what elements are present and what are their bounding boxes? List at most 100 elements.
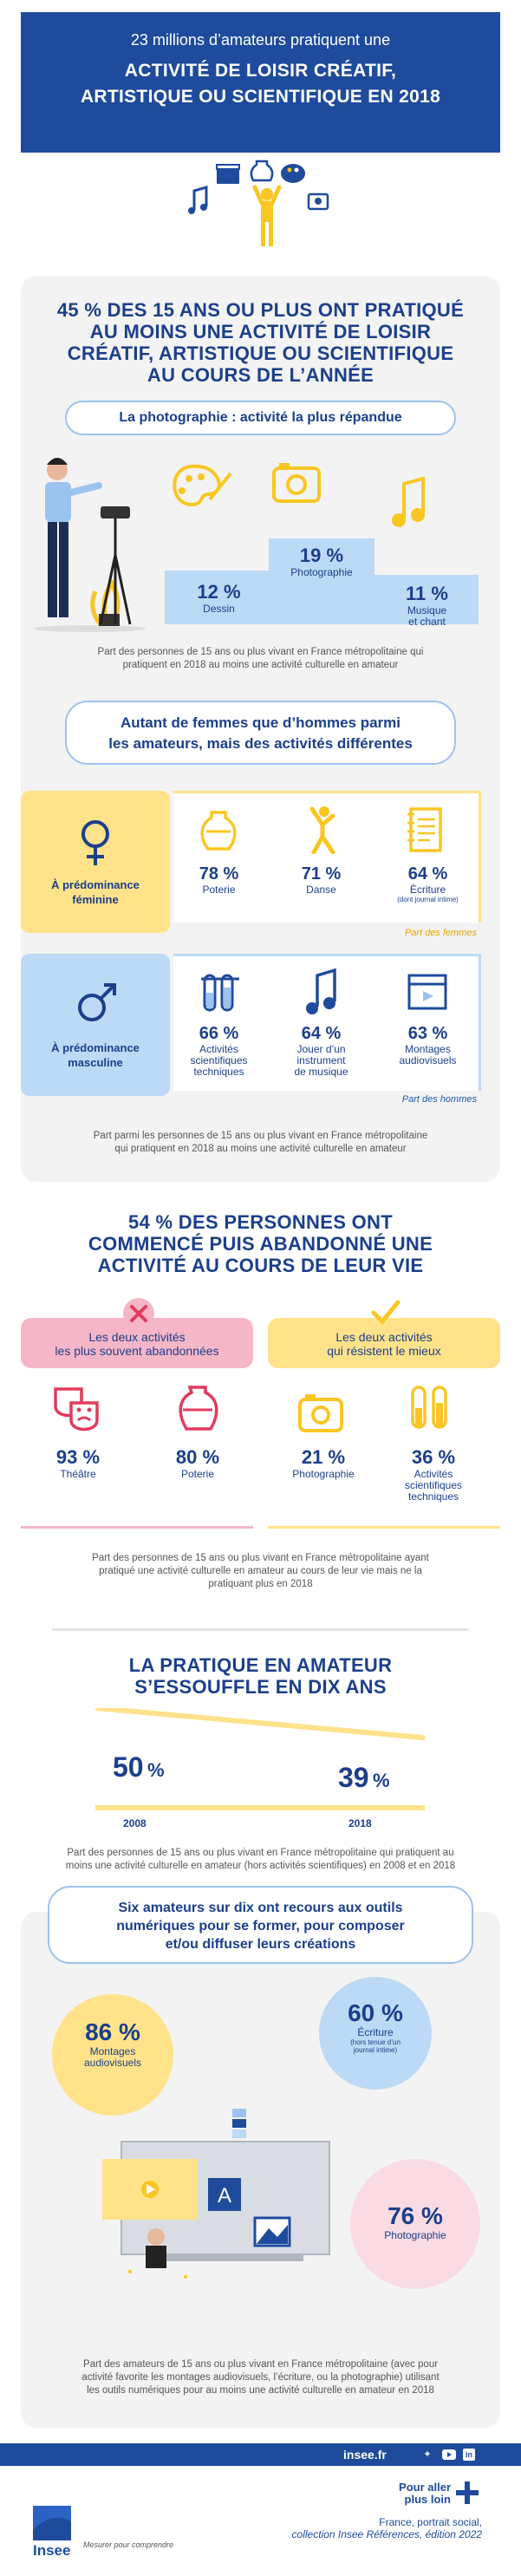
- site-link[interactable]: insee.fr: [343, 2448, 387, 2462]
- pill-line: Six amateurs sur dix ont recours aux out…: [118, 1901, 403, 1915]
- note-line: qui pratiquent en 2018 au moins une acti…: [114, 1144, 407, 1154]
- theatre-masks-icon: [52, 1384, 101, 1436]
- divider: [52, 1628, 469, 1631]
- stat-label: Poterie: [180, 1468, 215, 1480]
- insee-brand: Insee: [33, 2542, 71, 2559]
- person-icon: [45, 458, 102, 617]
- notebook-icon: [406, 805, 447, 854]
- stat-pct: 63 %: [407, 1024, 448, 1043]
- female-label-line: À prédominance: [51, 878, 140, 891]
- podium-label: et chant: [408, 616, 446, 628]
- resist-item-photographie: 21 % Photographie: [276, 1446, 371, 1480]
- abandoned-title-line: Les deux activités: [88, 1330, 186, 1344]
- stat-pct: 78 %: [199, 864, 239, 884]
- pill-line: numériques pour se former, pour composer: [116, 1919, 405, 1934]
- camera-icon: [270, 458, 322, 506]
- section3-title-line: LA PRATIQUE EN AMATEUR: [128, 1654, 393, 1676]
- note-line: pratiquent en 2018 au moins une activité…: [122, 660, 399, 670]
- podium-bar: [165, 570, 270, 624]
- section1-title-line: 45 % DES 15 ANS OU PLUS ONT PRATIQUÉ: [56, 299, 465, 321]
- podium-pct: 19 %: [299, 545, 344, 566]
- bubble-sub: (hors tenue d’un: [350, 2038, 401, 2046]
- stat-pct: 66 %: [199, 1024, 239, 1043]
- male-symbol-icon: [76, 980, 118, 1023]
- male-tag: Part des hommes: [401, 1094, 477, 1105]
- insee-slogan: Mesurer pour comprendre: [83, 2540, 174, 2549]
- female-label-line: féminine: [72, 893, 119, 906]
- stat-pct: 36 %: [411, 1446, 456, 1468]
- bubble-ecriture: 60 % Écriture (hors tenue d’un journal i…: [319, 1977, 432, 2090]
- podium-label: Musique: [407, 604, 447, 616]
- male-block: À prédominance masculine: [21, 954, 170, 1096]
- abandoned-underline: [21, 1526, 253, 1529]
- stat-label: Poterie: [202, 884, 236, 896]
- trend-value-sign: %: [373, 1770, 390, 1791]
- person-icon: [146, 2228, 166, 2268]
- stat-label: audiovisuels: [399, 1054, 457, 1066]
- section2-title: 54 % DES PERSONNES ONT COMMENCÉ PUIS ABA…: [21, 1211, 500, 1276]
- section2-title-line: ACTIVITÉ AU COURS DE LEUR VIE: [97, 1255, 424, 1276]
- youtube-icon[interactable]: [442, 2449, 456, 2460]
- bubble-label: audiovisuels: [83, 2057, 142, 2069]
- stat-label: Théâtre: [60, 1468, 96, 1480]
- stars-icon: [128, 2270, 187, 2279]
- trend-value-number: 50: [113, 1751, 144, 1783]
- tripod-icon: [99, 506, 132, 625]
- vase-icon: [199, 809, 238, 852]
- digital-illustration: A: [95, 2098, 373, 2298]
- test-tubes-icon: [199, 972, 241, 1015]
- podium-label: Photographie: [290, 566, 353, 578]
- podium-pct: 11 %: [406, 583, 448, 604]
- male-label-line: masculine: [68, 1056, 123, 1069]
- music-note-icon: [303, 968, 342, 1017]
- music-note-icon: [188, 186, 208, 214]
- podium-pct: 12 %: [197, 581, 241, 603]
- play-icon: [141, 2181, 159, 2198]
- linkedin-icon[interactable]: in: [463, 2449, 475, 2461]
- section3-title-line: S’ESSOUFFLE EN DIX ANS: [134, 1676, 387, 1698]
- section1-note: Part des personnes de 15 ans ou plus viv…: [35, 646, 486, 672]
- podium-label: Dessin: [203, 603, 235, 615]
- resist-underline: [268, 1526, 500, 1529]
- bubble-pct: 60 %: [348, 1999, 403, 2026]
- male-stats: 66 % Activités scientifiques techniques …: [173, 954, 481, 1091]
- stat-label: Montages: [405, 1043, 451, 1055]
- female-block: À prédominance féminine: [21, 791, 170, 933]
- twitter-icon[interactable]: ✦: [423, 2449, 432, 2460]
- bubble-pct: 86 %: [85, 2018, 140, 2045]
- check-icon: [368, 1295, 401, 1328]
- more-label[interactable]: Pour aller plus loin: [381, 2481, 451, 2506]
- note-line: les outils numériques pour au moins une …: [87, 2385, 434, 2396]
- bubble-content: 86 % Montages audiovisuels: [52, 2018, 173, 2069]
- resist-header: Les deux activités qui résistent le mieu…: [268, 1318, 500, 1368]
- stat-label: techniques: [407, 1490, 459, 1503]
- reference[interactable]: France, portrait social, collection Inse…: [286, 2516, 482, 2540]
- bubble-montages: 86 % Montages audiovisuels: [52, 1994, 173, 2116]
- section4-pill: Six amateurs sur dix ont recours aux out…: [48, 1886, 473, 1964]
- podium-item-photographie: 19 % Photographie: [269, 545, 374, 578]
- podium-item-dessin: 12 % Dessin: [165, 581, 273, 615]
- plus-icon[interactable]: [454, 2480, 480, 2506]
- male-item-montages: 63 % Montages audiovisuels: [378, 1024, 478, 1066]
- person-icon: [252, 185, 282, 246]
- male-item-instrument: 64 % Jouer d’un instrument de musique: [276, 1024, 367, 1078]
- trend-value-sign: %: [147, 1759, 165, 1781]
- header-illustration: [182, 156, 347, 260]
- male-item-sciences: 66 % Activités scientifiques techniques: [173, 1024, 264, 1078]
- stat-label: Écriture: [409, 884, 446, 896]
- bubble-label: Photographie: [384, 2229, 446, 2241]
- note-line: Part des personnes de 15 ans ou plus viv…: [67, 1848, 454, 1858]
- resist-title-line: Les deux activités: [335, 1330, 433, 1344]
- bubble-label: Montages: [89, 2045, 136, 2058]
- stat-pct: 64 %: [301, 1024, 342, 1043]
- note-line: Part des amateurs de 15 ans ou plus viva…: [82, 2359, 439, 2370]
- section3-title: LA PRATIQUE EN AMATEUR S’ESSOUFFLE EN DI…: [21, 1654, 500, 1698]
- note-line: moins une activité culturelle en amateur…: [65, 1861, 456, 1871]
- podium-bar: [269, 538, 374, 624]
- resist-title-line: qui résistent le mieux: [327, 1344, 441, 1358]
- vase-icon: [176, 1384, 219, 1434]
- section2-note: Part des personnes de 15 ans ou plus viv…: [35, 1552, 486, 1591]
- section1-pill: La photographie : activité la plus répan…: [65, 401, 456, 435]
- stat-label: Jouer d’un: [296, 1043, 346, 1055]
- palette-icon: [165, 460, 234, 513]
